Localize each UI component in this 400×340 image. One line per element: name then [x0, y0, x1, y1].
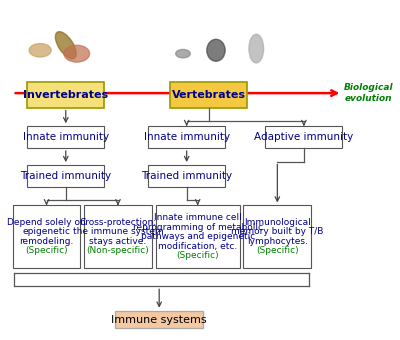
FancyBboxPatch shape [170, 82, 247, 108]
Text: Innate immune cell: Innate immune cell [154, 213, 242, 222]
Ellipse shape [176, 49, 190, 58]
Text: Adaptive immunity: Adaptive immunity [254, 132, 354, 142]
Text: reprogramming of metabolic: reprogramming of metabolic [133, 223, 263, 232]
FancyBboxPatch shape [115, 311, 203, 328]
Text: (Specific): (Specific) [176, 251, 219, 260]
Text: Immunological: Immunological [244, 218, 311, 227]
Text: epigenetic: epigenetic [22, 227, 70, 236]
Text: (Specific): (Specific) [25, 246, 68, 255]
Ellipse shape [29, 44, 51, 57]
FancyBboxPatch shape [148, 126, 225, 148]
Text: lymphocytes.: lymphocytes. [247, 237, 308, 246]
FancyBboxPatch shape [27, 165, 104, 187]
Text: Cross-protection:: Cross-protection: [80, 218, 156, 227]
Text: stays active.: stays active. [89, 237, 147, 246]
FancyBboxPatch shape [244, 205, 311, 268]
FancyBboxPatch shape [84, 205, 152, 268]
Text: Vertebrates: Vertebrates [172, 90, 246, 100]
Text: modification, etc.: modification, etc. [158, 241, 237, 251]
Ellipse shape [249, 34, 264, 63]
Text: Immune systems: Immune systems [111, 314, 207, 325]
Text: Trained immunity: Trained immunity [141, 171, 232, 181]
Text: Innate immunity: Innate immunity [144, 132, 230, 142]
FancyBboxPatch shape [13, 205, 80, 268]
Ellipse shape [207, 39, 225, 61]
FancyBboxPatch shape [27, 82, 104, 108]
Text: Invertebrates: Invertebrates [23, 90, 108, 100]
Text: memory built by T/B: memory built by T/B [231, 227, 324, 236]
Text: the immune system: the immune system [73, 227, 163, 236]
Ellipse shape [64, 45, 90, 62]
Text: (Specific): (Specific) [256, 246, 299, 255]
Text: (Non-specific): (Non-specific) [87, 246, 149, 255]
FancyBboxPatch shape [266, 126, 342, 148]
FancyBboxPatch shape [148, 165, 225, 187]
Text: Biological
evolution: Biological evolution [344, 83, 394, 103]
Ellipse shape [55, 32, 76, 59]
Text: pathways and epigenetic: pathways and epigenetic [140, 232, 255, 241]
FancyBboxPatch shape [27, 126, 104, 148]
Text: remodeling.: remodeling. [19, 237, 74, 246]
Text: Innate immunity: Innate immunity [23, 132, 109, 142]
Text: Depend solely on: Depend solely on [7, 218, 86, 227]
Text: Trained immunity: Trained immunity [20, 171, 111, 181]
FancyBboxPatch shape [156, 205, 240, 268]
